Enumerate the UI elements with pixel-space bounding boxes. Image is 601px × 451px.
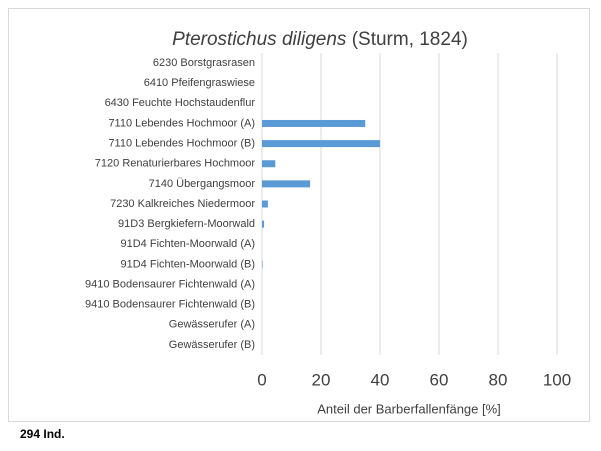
bar bbox=[262, 140, 380, 148]
x-tick-label: 80 bbox=[489, 370, 508, 389]
y-tick-label: 7140 Übergangsmoor bbox=[149, 178, 256, 190]
x-tick-label: 100 bbox=[543, 370, 571, 389]
y-tick-label: 9410 Bodensaurer Fichtenwald (B) bbox=[85, 299, 255, 311]
y-tick-label: 91D4 Fichten-Moorwald (B) bbox=[121, 258, 256, 270]
bar bbox=[262, 220, 265, 228]
bar bbox=[262, 119, 366, 127]
chart-title: Pterostichus diligens (Sturm, 1824) bbox=[172, 29, 468, 50]
y-tick-label: 7230 Kalkreiches Niedermoor bbox=[110, 198, 255, 210]
x-tick-label: 20 bbox=[312, 370, 331, 389]
y-tick-label: 7120 Renaturierbares Hochmoor bbox=[95, 158, 256, 170]
y-tick-label: 91D4 Fichten-Moorwald (A) bbox=[121, 238, 256, 250]
x-axis-label: Anteil der Barberfallenfänge [%] bbox=[317, 401, 501, 416]
bar bbox=[262, 160, 276, 168]
y-tick-label: Gewässerufer (B) bbox=[169, 339, 255, 351]
y-tick-label: Gewässerufer (A) bbox=[169, 319, 255, 331]
note: 294 Ind. bbox=[20, 427, 65, 441]
y-tick-label: 7110 Lebendes Hochmoor (B) bbox=[108, 138, 255, 150]
x-tick-label: 60 bbox=[430, 370, 449, 389]
bar bbox=[262, 260, 263, 268]
x-tick-label: 0 bbox=[257, 370, 266, 389]
title-species: Pterostichus diligens bbox=[172, 29, 347, 50]
y-tick-label: 7110 Lebendes Hochmoor (A) bbox=[108, 117, 255, 129]
y-tick-label: 6430 Feuchte Hochstaudenflur bbox=[105, 97, 256, 109]
y-tick-label: 91D3 Bergkiefern-Moorwald bbox=[118, 218, 255, 230]
bar bbox=[262, 180, 311, 188]
y-tick-label: 9410 Bodensaurer Fichtenwald (A) bbox=[85, 278, 255, 290]
y-tick-label: 6410 Pfeifengraswiese bbox=[144, 77, 255, 89]
title-author: (Sturm, 1824) bbox=[352, 29, 468, 50]
chart-border bbox=[8, 8, 590, 422]
x-tick-label: 40 bbox=[371, 370, 390, 389]
y-tick-label: 6230 Borstgrasrasen bbox=[153, 57, 255, 69]
bar bbox=[262, 200, 268, 208]
